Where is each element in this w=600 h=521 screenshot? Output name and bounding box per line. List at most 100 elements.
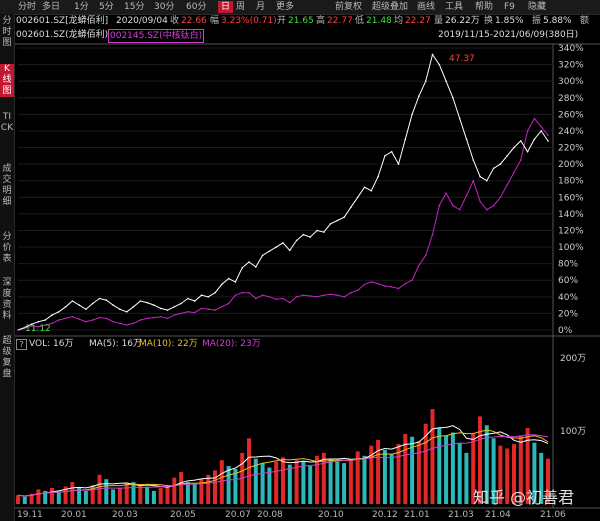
overlay-series-point xyxy=(452,204,454,207)
volume-bar xyxy=(410,436,415,504)
main-series-point xyxy=(472,159,475,161)
volume-bar xyxy=(172,477,177,504)
volume-bar xyxy=(165,485,170,504)
toolbar-item-17[interactable]: 隐藏 xyxy=(528,2,547,12)
toolbar-item-12[interactable]: 超级叠加 xyxy=(372,2,409,12)
toolbar-item-2[interactable]: 1分 xyxy=(74,2,89,12)
left-nav-item-0[interactable]: 分时图 xyxy=(2,16,12,48)
change-label: 幅 xyxy=(210,16,220,26)
toolbar-item-16[interactable]: F9 xyxy=(504,2,515,12)
overlay-series-point xyxy=(323,294,325,297)
overlay-series-point xyxy=(520,159,522,161)
toolbar-item-15[interactable]: 帮助 xyxy=(475,2,494,12)
volume-bar xyxy=(518,435,523,504)
left-nav-item-1[interactable]: K线图 xyxy=(0,64,14,97)
toolbar-item-14[interactable]: 工具 xyxy=(445,2,464,12)
chart-annotations: 47.37 11.12 xyxy=(25,54,475,334)
volume-bar xyxy=(532,442,537,504)
overlay-series-point xyxy=(227,302,230,305)
overlay-series-point xyxy=(350,291,352,294)
main-series-point xyxy=(105,299,108,301)
volume-bar xyxy=(43,490,48,504)
amount-label: 额 xyxy=(580,16,590,26)
main-series-point xyxy=(343,216,346,218)
toolbar-item-5[interactable]: 30分 xyxy=(154,2,175,12)
main-series-point xyxy=(513,146,515,149)
toolbar-item-8[interactable]: 周 xyxy=(236,2,246,12)
toolbar-item-10[interactable]: 更多 xyxy=(276,2,295,12)
main-series-point xyxy=(377,175,379,178)
main-series-point xyxy=(282,242,284,244)
main-series-point xyxy=(370,189,373,192)
volume-bar xyxy=(253,458,258,504)
volume-bar xyxy=(267,467,272,504)
overlay-series-point xyxy=(85,320,87,323)
overlay-series-points xyxy=(17,117,549,331)
overlay-series-point xyxy=(37,325,40,328)
toolbar-item-0[interactable]: 分时 xyxy=(18,2,37,12)
close-label: 收 xyxy=(170,16,180,26)
y-tick-label: 320% xyxy=(558,61,584,71)
main-series-point xyxy=(98,297,101,300)
main-series-point xyxy=(119,308,121,311)
overlay-series-point xyxy=(540,126,542,128)
left-nav-item-6[interactable]: 超级复盘 xyxy=(2,336,12,379)
main-series-point xyxy=(207,296,210,298)
y-tick-label: 340% xyxy=(558,44,584,54)
overlay-series-point xyxy=(200,307,203,310)
overlay-series-point xyxy=(465,194,468,197)
amplitude-label: 振 xyxy=(532,16,542,26)
toolbar-item-11[interactable]: 前复权 xyxy=(335,2,363,12)
main-series-point xyxy=(336,219,339,222)
overlay-series-point xyxy=(214,309,216,311)
toolbar-item-9[interactable]: 月 xyxy=(256,2,266,12)
left-nav-item-5[interactable]: 深度资料 xyxy=(2,278,12,321)
main-series-point xyxy=(438,63,441,66)
help-icon[interactable]: ? xyxy=(16,339,27,350)
volume-bar xyxy=(22,496,27,504)
overlay-series-point xyxy=(499,196,502,199)
main-series-point xyxy=(323,231,325,233)
main-series-point xyxy=(268,250,271,252)
left-nav-item-3[interactable]: 成交明细 xyxy=(2,164,12,207)
toolbar-item-4[interactable]: 15分 xyxy=(124,2,145,12)
volume-bar xyxy=(348,460,353,504)
y-tick-label: 180% xyxy=(558,177,584,187)
overlay-series-point xyxy=(255,297,257,300)
overlay-series-point xyxy=(248,291,250,294)
x-tick-label: 20.05 xyxy=(170,510,196,520)
volume-bar xyxy=(471,433,476,504)
volume-bar xyxy=(525,428,530,504)
main-series-point xyxy=(295,239,298,242)
overlay-series-point xyxy=(132,322,135,325)
toolbar-item-3[interactable]: 5分 xyxy=(99,2,114,12)
y-tick-label: 140% xyxy=(558,210,584,220)
kline-chart[interactable]: 0% 20% 40% 60% 80% 100% 120% 140% 160% 180% 200% 22… xyxy=(15,40,600,521)
left-nav-item-2[interactable]: TICK xyxy=(0,112,14,133)
volume-bar xyxy=(131,482,136,504)
volume-bar xyxy=(484,425,489,504)
volume-bar xyxy=(56,492,61,504)
volume-bar xyxy=(450,432,455,504)
overlay-series-point xyxy=(24,327,26,330)
toolbar-item-7[interactable]: 日 xyxy=(218,1,234,13)
x-tick-label: 20.01 xyxy=(61,510,87,520)
toolbar-item-6[interactable]: 60分 xyxy=(186,2,207,12)
overlay-series-point xyxy=(234,294,237,297)
y-tick-label: 200% xyxy=(558,160,584,170)
main-series-point xyxy=(404,138,407,140)
legend-overlay-series[interactable]: 002145.SZ(中核钛白) xyxy=(108,29,205,43)
toolbar-item-13[interactable]: 画线 xyxy=(417,2,436,12)
main-series-point xyxy=(166,309,169,311)
vol-ma20: MA(20): 23万 xyxy=(202,339,261,349)
chart-grid xyxy=(15,43,600,509)
overlay-series-point xyxy=(472,179,475,182)
volume-axis-labels: 200万 100万 xyxy=(560,354,586,437)
left-nav-item-4[interactable]: 分价表 xyxy=(2,232,12,264)
toolbar-item-1[interactable]: 多日 xyxy=(42,2,61,12)
main-series-point xyxy=(125,311,128,313)
volume-bar xyxy=(97,474,102,504)
volume-bar xyxy=(308,466,313,504)
overlay-series-point xyxy=(173,314,176,316)
overlay-series-point xyxy=(302,294,305,297)
